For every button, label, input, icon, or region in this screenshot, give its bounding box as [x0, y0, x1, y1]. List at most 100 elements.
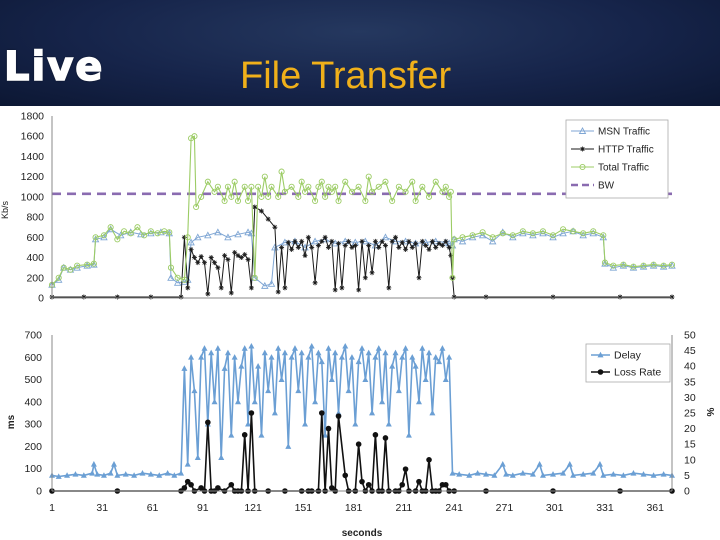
delay-y-tick-label: 300	[24, 419, 42, 431]
data-point	[419, 238, 425, 244]
data-point	[442, 376, 449, 382]
data-point	[83, 261, 91, 269]
data-point	[225, 257, 231, 263]
data-point	[288, 354, 295, 360]
legend-label: Delay	[614, 350, 642, 362]
data-point	[432, 354, 439, 360]
data-point	[245, 257, 251, 263]
data-point	[55, 473, 62, 479]
data-point	[147, 471, 154, 477]
data-point	[446, 354, 453, 360]
data-point	[318, 178, 325, 185]
data-point	[137, 230, 145, 238]
data-point	[302, 420, 309, 427]
data-point	[406, 238, 412, 244]
data-point	[366, 242, 372, 248]
data-point	[466, 472, 473, 478]
data-point	[261, 281, 269, 289]
data-point	[74, 262, 81, 269]
data-point	[267, 279, 276, 287]
data-point	[649, 261, 658, 269]
data-point	[298, 349, 305, 356]
data-point	[81, 294, 87, 300]
data-point	[235, 253, 241, 259]
data-point	[241, 183, 248, 190]
data-point	[422, 376, 429, 382]
data-point	[419, 183, 426, 190]
data-point	[405, 432, 412, 438]
data-point	[181, 276, 188, 283]
data-point	[193, 203, 200, 211]
data-point	[268, 183, 275, 190]
data-point	[291, 345, 298, 351]
data-point	[610, 471, 617, 477]
series-total-traffic	[48, 133, 676, 288]
traffic-y-tick-label: 400	[26, 252, 44, 264]
data-point	[122, 471, 129, 477]
data-point	[550, 294, 556, 300]
data-point	[84, 261, 91, 268]
data-point	[451, 294, 457, 300]
legend-marker	[579, 163, 586, 171]
data-point	[201, 345, 208, 351]
data-point	[191, 133, 198, 140]
delay-y-tick-label: 600	[24, 352, 42, 364]
data-point	[251, 398, 258, 405]
data-point	[116, 231, 125, 239]
data-point	[362, 275, 368, 281]
data-point	[539, 228, 547, 235]
data-point	[154, 230, 161, 237]
data-point	[629, 263, 638, 271]
data-point	[156, 472, 163, 478]
data-point	[660, 262, 667, 269]
data-point	[94, 471, 101, 477]
data-point	[258, 208, 264, 214]
data-point	[305, 183, 312, 190]
traffic-y-tick-label: 800	[26, 212, 44, 224]
data-point	[325, 183, 332, 190]
data-point	[90, 260, 97, 267]
x-tick-label: 91	[197, 502, 209, 514]
legend-entry: Total Traffic	[571, 163, 649, 174]
data-point	[365, 173, 372, 180]
slide-header: Live File Transfer	[0, 0, 720, 106]
data-point	[184, 234, 191, 241]
legend-entry: HTTP Traffic	[571, 145, 654, 156]
data-point	[570, 472, 577, 478]
data-point	[214, 345, 221, 351]
data-point	[620, 472, 627, 478]
data-point	[214, 183, 221, 190]
data-point	[298, 178, 305, 185]
data-point	[328, 188, 335, 195]
legend-label: Total Traffic	[598, 163, 649, 174]
loss-y-tick-label: 15	[684, 439, 696, 451]
legend-entry: Loss Rate	[591, 367, 661, 379]
legend-label: Loss Rate	[614, 367, 661, 379]
data-point	[311, 237, 319, 245]
data-point	[302, 253, 308, 259]
data-point	[426, 349, 433, 356]
data-point	[218, 454, 225, 460]
data-point	[258, 432, 265, 438]
data-point	[325, 425, 332, 432]
data-point	[111, 461, 117, 467]
data-point	[419, 345, 426, 351]
data-point	[181, 485, 188, 491]
data-point	[469, 232, 476, 239]
data-point	[600, 472, 607, 478]
data-point	[426, 246, 432, 252]
data-point	[402, 188, 409, 195]
data-point	[382, 242, 388, 248]
x-tick-label: 151	[295, 502, 313, 514]
data-point	[335, 413, 342, 419]
data-point	[184, 461, 191, 467]
data-point	[355, 358, 362, 365]
data-point	[224, 183, 231, 190]
data-point	[375, 345, 382, 351]
data-point	[188, 135, 195, 142]
loss-y-tick-label: 10	[684, 454, 696, 466]
x-tick-label: 1	[49, 502, 55, 514]
data-point	[355, 183, 362, 190]
data-point	[478, 231, 487, 239]
data-point	[215, 485, 221, 491]
